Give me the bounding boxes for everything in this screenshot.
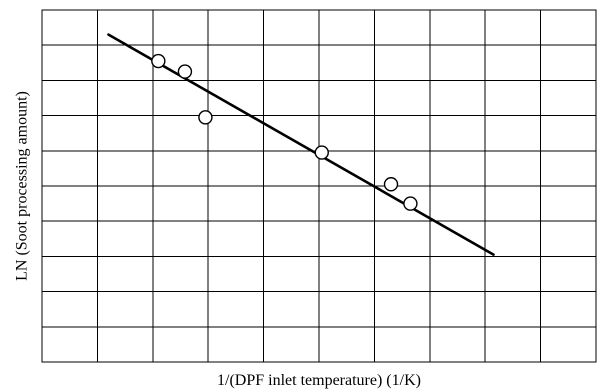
data-point [403, 196, 418, 211]
fit-line-layer [107, 33, 495, 256]
x-axis-label: 1/(DPF inlet temperature) (1/K) [217, 372, 421, 389]
data-point [198, 110, 213, 125]
grid [42, 10, 596, 362]
data-point [177, 64, 193, 79]
data-point [383, 177, 399, 192]
y-axis-label: LN (Soot processing amount) [14, 91, 31, 281]
data-point [314, 145, 329, 160]
regression-line [107, 33, 495, 256]
data-point [151, 53, 166, 69]
plot-frame [41, 9, 597, 363]
data-points [151, 53, 418, 211]
